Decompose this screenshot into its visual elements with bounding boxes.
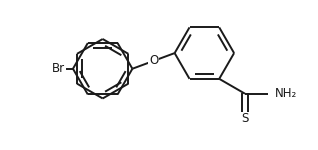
Text: O: O [149, 54, 158, 67]
Text: S: S [241, 112, 249, 125]
Text: NH₂: NH₂ [275, 87, 297, 100]
Text: Br: Br [52, 62, 65, 75]
